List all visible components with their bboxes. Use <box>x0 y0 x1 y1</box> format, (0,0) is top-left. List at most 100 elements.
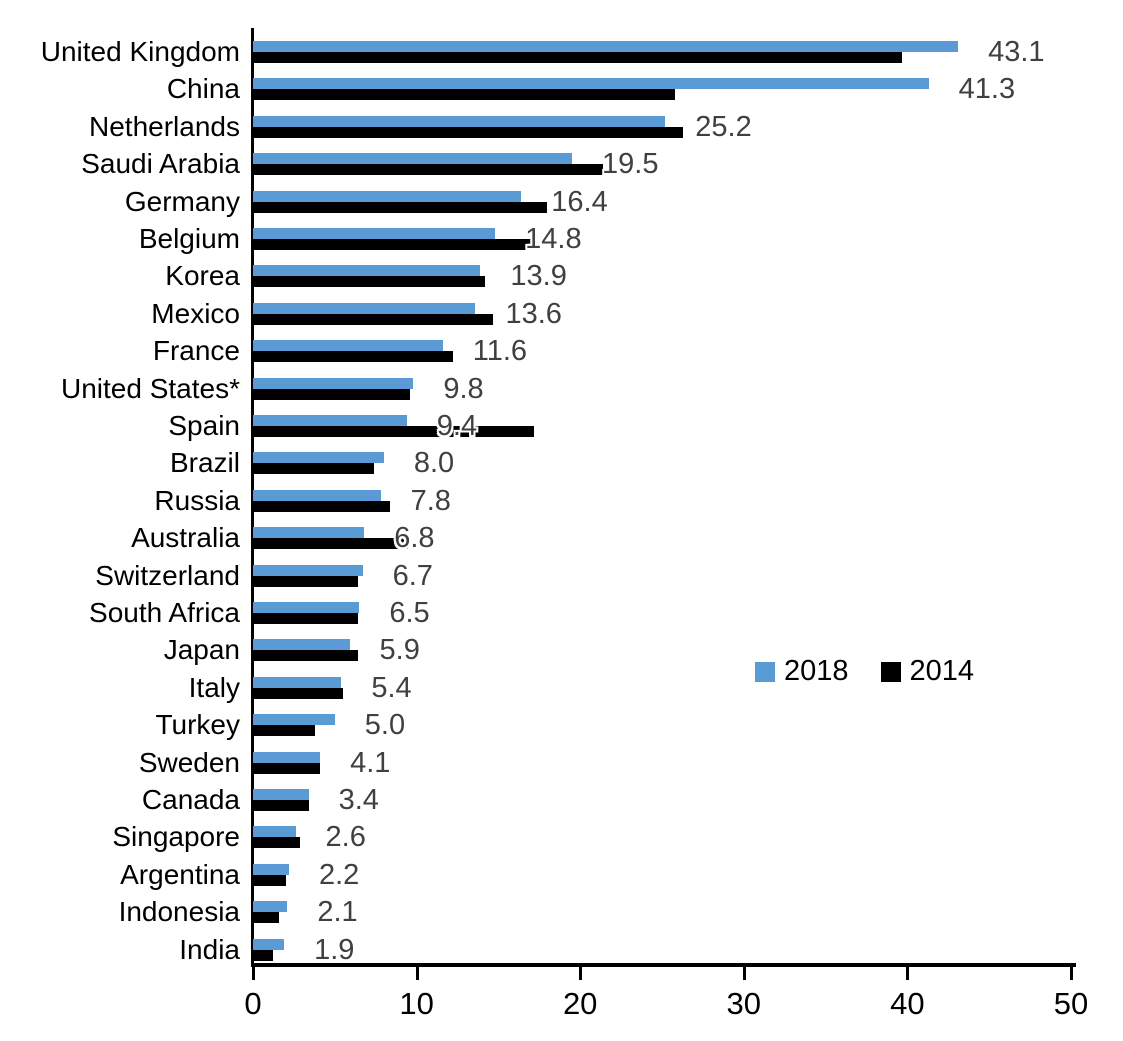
value-label: 3.4 <box>338 784 379 816</box>
bar-2014 <box>253 500 391 512</box>
bar-2018 <box>253 901 288 913</box>
bar-2018 <box>253 938 285 950</box>
value-label: 8.0 <box>413 447 455 480</box>
bar-2014 <box>253 912 280 924</box>
category-label: United States* <box>61 372 240 404</box>
value-label: 5.9 <box>379 634 420 667</box>
x-axis-line <box>251 963 1076 967</box>
value-label: 6.7 <box>392 559 433 592</box>
value-label: 2.2 <box>318 858 360 891</box>
bar-2014 <box>253 164 604 176</box>
category-label: Australia <box>131 522 240 554</box>
x-axis-tick <box>252 967 255 980</box>
bar-2014 <box>253 613 358 624</box>
bar-2014 <box>253 463 375 475</box>
x-axis-tick <box>742 967 746 980</box>
legend-label: 2014 <box>909 655 975 687</box>
bar-2018 <box>253 489 381 501</box>
bar-2014 <box>253 762 321 774</box>
value-label: 11.6 <box>472 335 528 368</box>
bar-2018 <box>253 340 443 352</box>
bar-2014 <box>253 687 343 699</box>
category-label: Canada <box>141 784 240 815</box>
bar-2014 <box>253 949 273 961</box>
bar-2018 <box>253 676 342 688</box>
bar-2014 <box>253 874 286 886</box>
bar-2018 <box>253 415 407 426</box>
bar-2014 <box>253 89 676 101</box>
bar-2014 <box>253 538 409 550</box>
bar-2018 <box>253 41 959 52</box>
value-label: 5.4 <box>371 671 412 704</box>
bar-2018 <box>253 228 496 239</box>
bar-2018 <box>253 602 360 613</box>
category-label: South Africa <box>89 597 240 628</box>
category-label: Indonesia <box>118 896 240 928</box>
value-label: 7.8 <box>410 484 451 517</box>
bar-2014 <box>253 650 358 662</box>
category-label: Switzerland <box>95 559 240 591</box>
value-label: 2.6 <box>325 821 366 854</box>
value-label: 41.3 <box>958 73 1016 106</box>
value-label: 13.9 <box>510 260 567 293</box>
legend-item-2014: 2014 <box>880 655 975 688</box>
category-label: Brazil <box>169 447 240 479</box>
bar-2018 <box>253 826 296 838</box>
bar-2018 <box>253 78 929 90</box>
bar-2014 <box>253 52 903 63</box>
bar-2018 <box>253 863 289 875</box>
value-label: 6.8 <box>394 522 435 555</box>
x-axis-tick <box>415 967 419 980</box>
legend-swatch-icon <box>755 661 775 682</box>
category-label: Italy <box>188 671 240 703</box>
bar-2018 <box>253 452 384 464</box>
bar-2014 <box>253 837 301 849</box>
bar-2018 <box>253 115 666 127</box>
category-label: Japan <box>163 634 240 666</box>
category-label: Belgium <box>138 223 240 254</box>
value-label: 13.6 <box>505 297 562 330</box>
x-axis-tick-label: 20 <box>562 986 598 1021</box>
bar-2018 <box>253 564 363 576</box>
value-label: 1.9 <box>314 933 355 966</box>
value-label: 14.8 <box>525 223 582 255</box>
value-label: 2.1 <box>317 896 358 929</box>
bar-2014 <box>253 800 309 811</box>
category-label: Turkey <box>155 709 240 741</box>
category-label: Korea <box>165 260 240 292</box>
bar-2014 <box>253 313 494 325</box>
bar-2018 <box>253 714 335 726</box>
x-axis-tick-label: 0 <box>244 986 262 1021</box>
legend-item-2018: 2018 <box>755 655 849 688</box>
value-label: 4.1 <box>350 746 391 779</box>
bar-2018 <box>253 190 522 202</box>
x-axis-tick <box>1070 967 1073 980</box>
x-axis-tick <box>906 967 910 980</box>
bar-2018 <box>253 153 573 165</box>
bar-2018 <box>253 751 321 763</box>
category-label: Russia <box>154 484 240 516</box>
bar-2014 <box>253 201 548 213</box>
category-label: Sweden <box>138 746 240 778</box>
x-axis-tick-label: 50 <box>1053 986 1089 1021</box>
legend: 2018 2014 <box>755 655 974 688</box>
bar-2014 <box>253 426 535 437</box>
legend-label: 2018 <box>784 655 849 687</box>
value-label: 16.4 <box>551 185 608 218</box>
category-label: India <box>179 933 240 965</box>
x-axis-tick-label: 30 <box>726 986 762 1021</box>
bar-2018 <box>253 302 476 314</box>
category-label: Spain <box>168 410 240 441</box>
category-label: China <box>166 73 240 105</box>
category-label: United Kingdom <box>40 36 240 67</box>
category-label: Germany <box>124 185 240 217</box>
value-label: 5.0 <box>364 709 406 742</box>
category-label: France <box>152 335 240 367</box>
bar-2018 <box>253 377 414 389</box>
x-axis-tick-label: 10 <box>399 986 434 1021</box>
bar-2014 <box>253 239 533 250</box>
bar-2014 <box>253 351 453 363</box>
value-label: 9.4 <box>436 410 478 442</box>
y-axis-line <box>251 28 254 967</box>
